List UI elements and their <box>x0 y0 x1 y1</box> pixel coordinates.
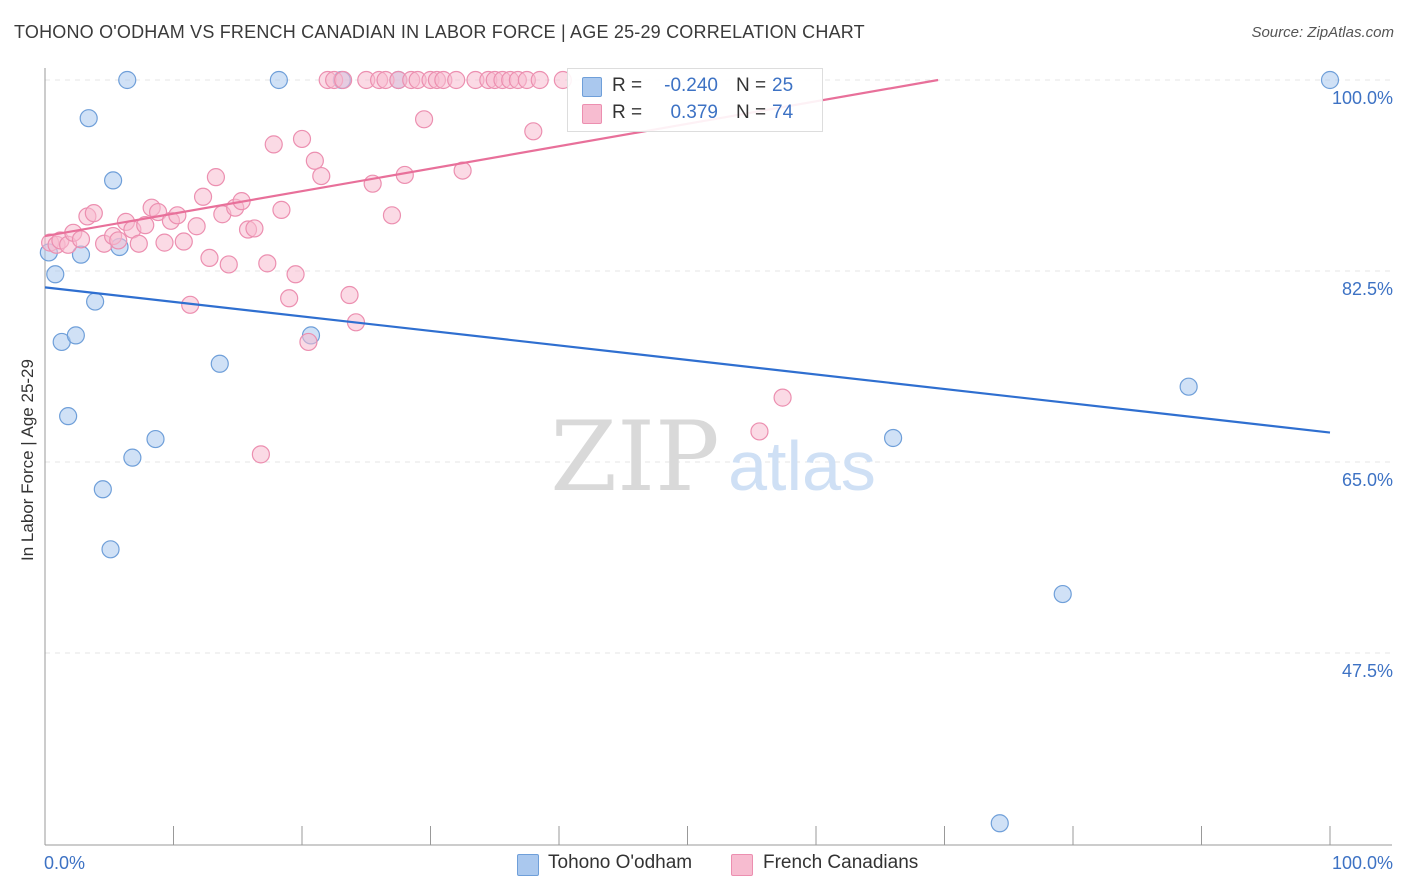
french-canadian-point <box>750 422 769 441</box>
legend-n-value: 25 <box>772 75 794 96</box>
french-canadian-point <box>129 234 148 253</box>
legend-n-value: 74 <box>772 102 794 123</box>
legend-r-value: -0.240 <box>664 75 718 96</box>
french-canadian-point <box>136 216 155 235</box>
legend-swatch-french-canadian <box>731 854 753 876</box>
y-tick-label: 100.0% <box>1332 88 1393 108</box>
french-canadian-point <box>71 230 91 249</box>
legend-label-french-canadian: French Canadians <box>763 852 919 873</box>
french-canadian-point <box>286 265 305 284</box>
french-canadian-point <box>524 122 543 141</box>
tohono-point <box>883 428 903 448</box>
tohono-point <box>269 70 288 90</box>
tohono-point <box>79 109 98 128</box>
french-canadian-point <box>84 204 103 223</box>
tohono-point <box>66 326 85 345</box>
french-canadian-point <box>200 248 219 268</box>
watermark-zip: ZIP <box>550 401 719 513</box>
french-canadian-point <box>312 166 331 186</box>
legend-row-tohono: R = -0.240 N = 25 <box>568 74 822 100</box>
tohono-point <box>1053 584 1072 604</box>
legend-row-french-canadian: R = 0.379 N = 74 <box>568 101 822 127</box>
tohono-point <box>46 265 65 284</box>
legend-n-label: N = <box>736 75 767 96</box>
tohono-point <box>210 354 229 373</box>
french-canadian-point <box>155 233 174 252</box>
y-tick-labels: 47.5% 65.0% 82.5% 100.0% <box>1332 88 1393 681</box>
french-canadian-point <box>305 151 324 170</box>
french-canadian-point <box>773 388 792 407</box>
tohono-point <box>59 407 78 426</box>
french-canadian-point <box>382 206 402 225</box>
french-canadian-point <box>414 110 434 129</box>
legend-swatch-tohono <box>517 854 539 876</box>
tohono-point <box>123 448 142 467</box>
legend-swatch-pink <box>582 104 602 124</box>
french-canadian-point <box>292 129 312 149</box>
french-canadian-point <box>258 254 277 273</box>
french-canadian-point <box>206 168 226 187</box>
french-canadian-point <box>174 232 193 251</box>
tohono-point <box>86 292 105 311</box>
legend-r-label: R = <box>612 75 643 96</box>
x-tick-label-max: 100.0% <box>1332 853 1393 873</box>
tohono-point <box>1179 377 1198 396</box>
tohono-point <box>118 70 137 90</box>
chart-title: TOHONO O'ODHAM VS FRENCH CANADIAN IN LAB… <box>14 22 865 42</box>
french-canadian-point <box>168 206 187 225</box>
french-canadian-point <box>340 285 359 305</box>
gridlines <box>45 79 1392 654</box>
y-tick-label: 82.5% <box>1342 279 1393 299</box>
french-canadian-point <box>193 187 213 206</box>
french-canadian-point <box>245 219 264 238</box>
tohono-point <box>1320 70 1340 90</box>
legend-r-value: 0.379 <box>670 102 718 123</box>
french-canadian-point <box>219 255 238 274</box>
y-tick-label: 65.0% <box>1342 470 1393 490</box>
legend-r-label: R = <box>612 102 643 123</box>
french-canadian-point <box>264 135 283 154</box>
axes <box>44 68 1392 846</box>
tohono-trend-line <box>44 286 1331 434</box>
tohono-point <box>93 480 112 499</box>
french-canadian-point <box>280 289 299 308</box>
french-canadian-point <box>109 231 128 250</box>
tohono-point <box>146 429 165 449</box>
correlation-legend: R = -0.240 N = 25 R = 0.379 N = 74 <box>567 68 823 132</box>
french-canadian-point <box>299 332 318 352</box>
legend-swatch-blue <box>582 77 602 97</box>
x-tick-label-min: 0.0% <box>44 853 85 873</box>
y-tick-label: 47.5% <box>1342 661 1393 681</box>
x-tick-labels: 0.0% 100.0% <box>44 853 1393 873</box>
series-french-canadian-points <box>41 70 792 464</box>
french-canadian-point <box>530 70 549 90</box>
watermark: ZIP atlas <box>550 401 876 513</box>
trend-lines <box>44 78 1331 434</box>
source-credit: Source: ZipAtlas.com <box>1251 24 1394 41</box>
tohono-point <box>101 540 120 559</box>
french-canadian-point <box>447 70 466 90</box>
watermark-atlas: atlas <box>728 427 876 505</box>
french-canadian-point <box>272 200 291 219</box>
tohono-point <box>104 171 123 190</box>
french-canadian-point <box>334 70 353 90</box>
tohono-point <box>990 814 1009 833</box>
legend-label-tohono: Tohono O'odham <box>548 852 693 873</box>
french-canadian-point <box>251 445 270 464</box>
series-legend: Tohono O'odham French Canadians <box>0 852 1406 878</box>
french-canadian-point <box>187 217 206 236</box>
legend-n-label: N = <box>736 102 767 123</box>
